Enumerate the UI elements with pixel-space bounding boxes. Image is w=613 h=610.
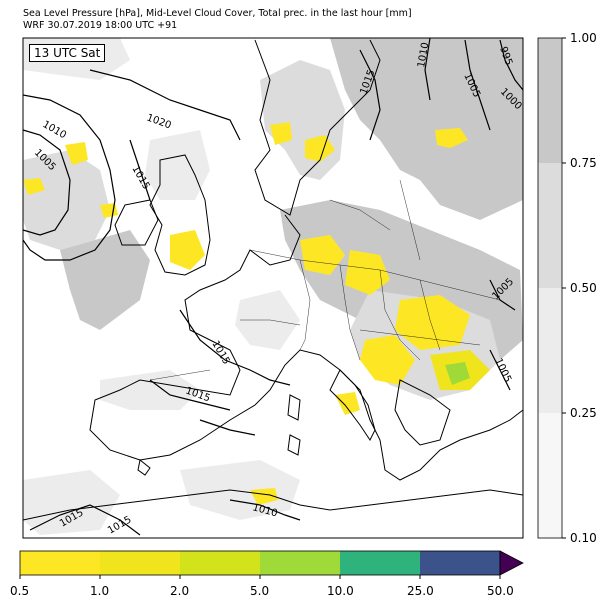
cloud-tick-label: 0.10 [570, 531, 597, 545]
cloud-tick-label: 1.00 [570, 31, 597, 45]
cloud-cover-colorbar [537, 37, 566, 539]
precip-tick-label: 10.0 [327, 584, 354, 598]
cloud-tick-label: 0.50 [570, 281, 597, 295]
precip-tick-label: 1.0 [90, 584, 110, 598]
map-subtitle: WRF 30.07.2019 18:00 UTC +91 [23, 20, 178, 31]
map-title: Sea Level Pressure [hPa], Mid-Level Clou… [23, 8, 412, 19]
precip-tick-label: 25.0 [407, 584, 434, 598]
time-label: 13 UTC Sat [29, 44, 106, 62]
cloud-tick-label: 0.75 [570, 156, 597, 170]
country-borders [149, 179, 501, 381]
precipitation-layer [23, 122, 490, 505]
coastlines [22, 39, 524, 521]
precip-tick-label: 50.0 [487, 584, 514, 598]
isobars [22, 37, 524, 536]
precip-tick-label: 5.0 [250, 584, 270, 598]
isobar-label: 1010 [416, 42, 431, 69]
precip-tick-label: 2.0 [170, 584, 190, 598]
precip-tick-label: 0.5 [10, 584, 30, 598]
cloud-tick-label: 0.25 [570, 406, 597, 420]
precip-colorbar [19, 550, 524, 579]
